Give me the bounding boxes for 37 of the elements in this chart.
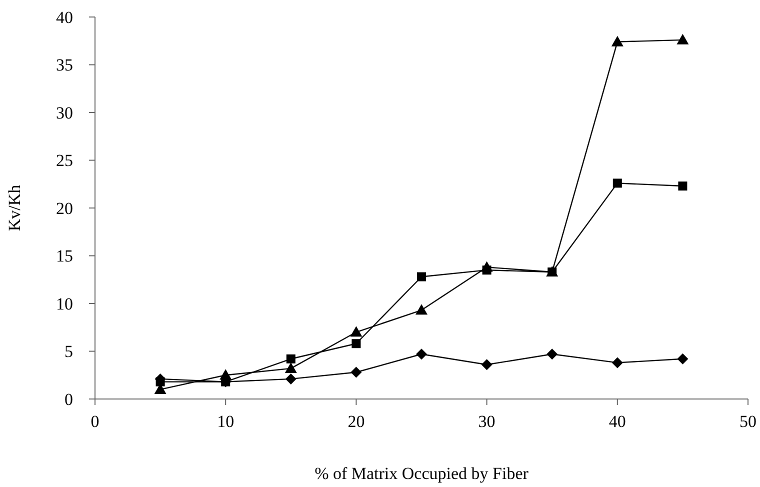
point [284, 362, 297, 373]
point [416, 348, 427, 360]
y-tick-label: 0 [64, 390, 73, 409]
y-tick-label: 30 [56, 103, 73, 122]
x-tick-label: 0 [90, 412, 100, 431]
point [481, 359, 492, 370]
point [612, 178, 622, 188]
point [676, 34, 689, 44]
y-tick-label: 10 [56, 294, 73, 314]
x-tick-label: 30 [478, 412, 496, 431]
point [416, 304, 428, 315]
y-tick-label: 35 [56, 56, 73, 75]
x-tick-label: 10 [217, 412, 234, 431]
x-tick-label: 40 [608, 412, 626, 431]
y-tick-label: 25 [56, 151, 73, 170]
point [480, 261, 493, 272]
x-tick-label: 50 [740, 412, 756, 431]
x-tick-label: 20 [348, 412, 365, 431]
y-tick-label: 40 [56, 8, 73, 27]
y-tick-label: 20 [56, 198, 73, 218]
y-tick-label: 15 [56, 246, 73, 266]
y-axis-title: Kv/Kh [5, 184, 24, 232]
y-tick-label: 5 [64, 342, 73, 362]
point [156, 377, 165, 386]
point [677, 353, 688, 364]
point [678, 182, 688, 191]
x-axis-title: % of Matrix Occupied by Fiber [314, 464, 529, 483]
point [285, 373, 296, 384]
point [546, 348, 558, 360]
point [612, 357, 623, 368]
point [286, 354, 296, 364]
point [350, 326, 362, 337]
point [611, 36, 624, 46]
point [417, 272, 426, 282]
point [352, 339, 361, 348]
point [220, 369, 232, 380]
point [350, 366, 362, 378]
